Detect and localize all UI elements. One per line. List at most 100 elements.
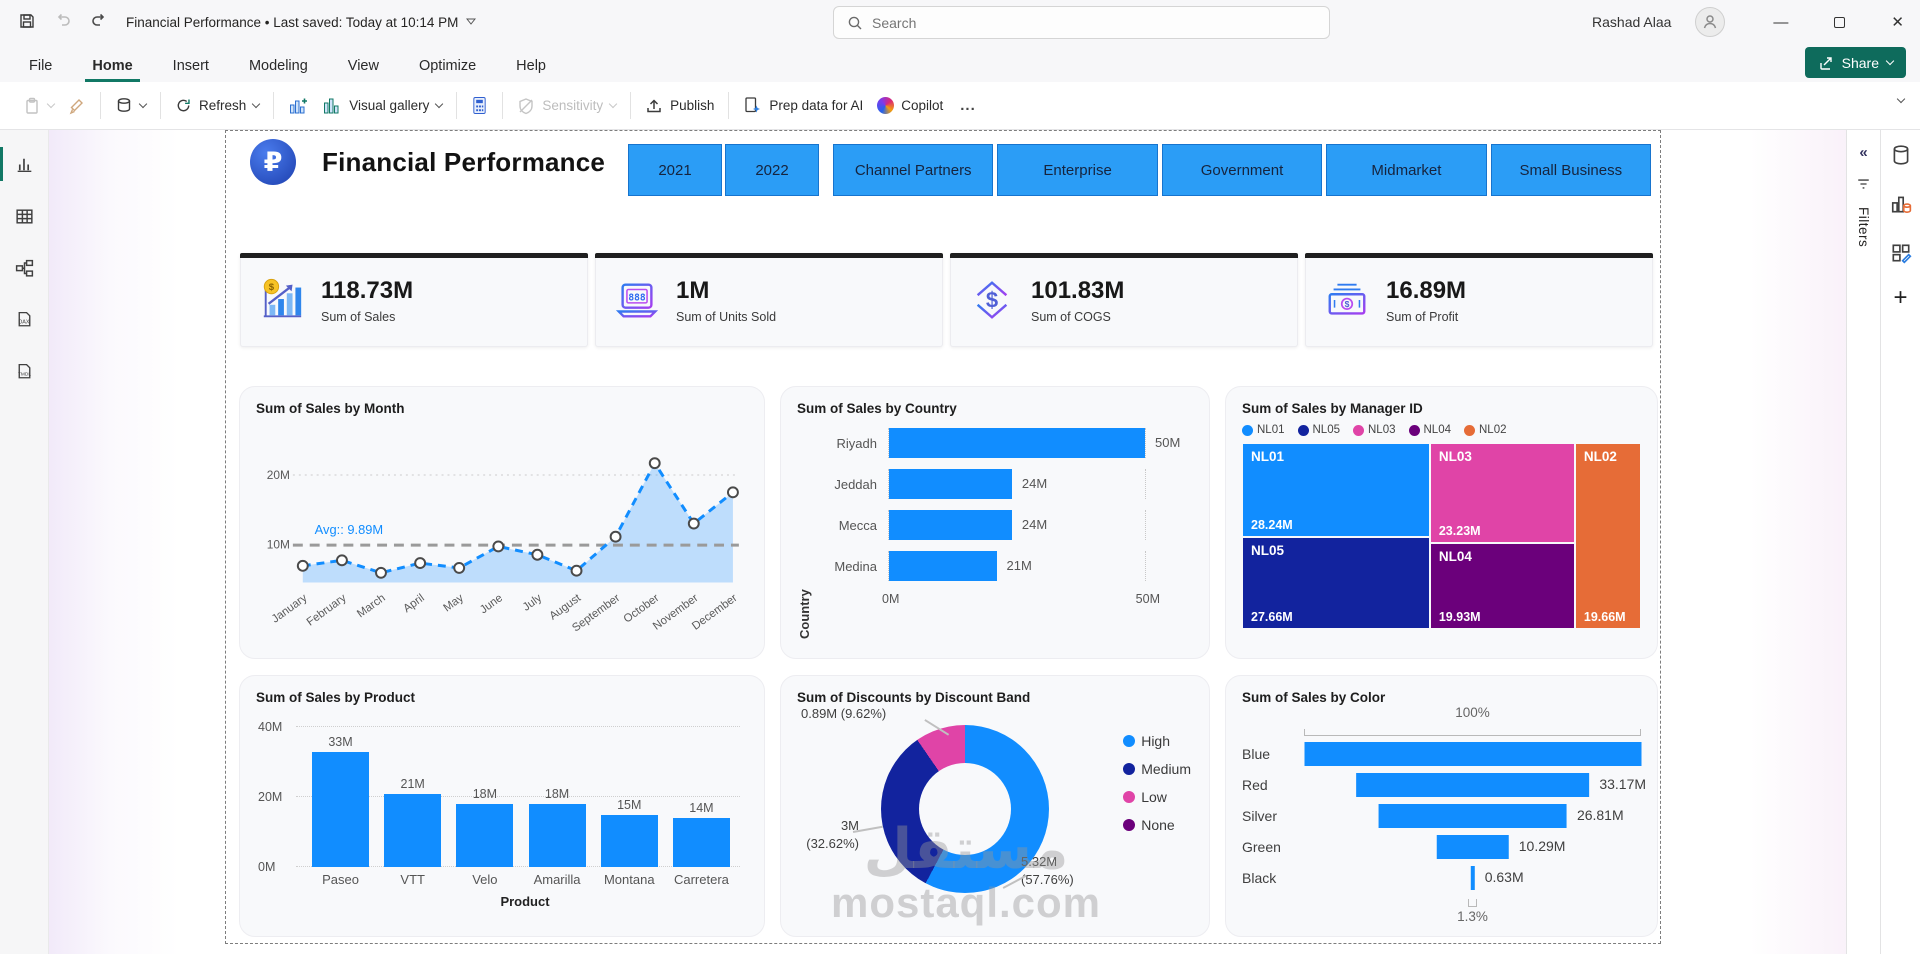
menu-insert[interactable]: Insert [172, 58, 209, 74]
prep-data-ai-button[interactable]: Prep data for AI [736, 90, 870, 121]
legend-item[interactable]: High [1123, 733, 1191, 749]
maximize-button[interactable] [1834, 16, 1846, 28]
data-point[interactable] [648, 457, 661, 470]
data-point[interactable] [296, 559, 309, 572]
bar[interactable] [889, 551, 997, 581]
treemap-tile[interactable]: NL05 27.66M [1242, 536, 1430, 629]
data-point[interactable] [414, 557, 427, 570]
data-point[interactable] [492, 540, 505, 553]
menu-help[interactable]: Help [516, 58, 546, 74]
share-button[interactable]: Share [1804, 47, 1906, 78]
bar[interactable] [600, 814, 658, 867]
format-painter-button[interactable] [61, 91, 93, 121]
sensitivity-button[interactable]: Sensitivity [510, 91, 623, 121]
visual-sales-by-color[interactable]: Sum of Sales by Color 100% Blue Red 33.17M S… [1225, 675, 1658, 937]
visual-sales-by-month[interactable]: Sum of Sales by Month 20M 10M Avg:: 9.89M J… [239, 386, 765, 659]
report-view-icon[interactable] [0, 138, 49, 190]
visual-gallery-button[interactable]: Visual gallery [315, 90, 449, 122]
new-visual-button[interactable] [281, 90, 315, 122]
data-point[interactable] [687, 517, 700, 530]
legend-item[interactable]: Low [1123, 789, 1191, 805]
menu-view[interactable]: View [347, 58, 379, 74]
slicer-channel-partners[interactable]: Channel Partners [833, 144, 994, 196]
kpi-sum-of-profit[interactable]: $ 16.89M Sum of Profit [1305, 253, 1653, 347]
visual-sales-by-country[interactable]: Sum of Sales by Country Country Riyadh 50M… [780, 386, 1210, 659]
visual-discounts-by-band[interactable]: Sum of Discounts by Discount Band 0.89M … [780, 675, 1210, 937]
collapse-ribbon-icon[interactable] [1896, 94, 1906, 104]
model-view-icon[interactable] [0, 242, 49, 294]
report-page[interactable]: ₽ Financial Performance 2021 2022 Channe… [225, 130, 1661, 944]
visual-sales-by-product[interactable]: Sum of Sales by Product 0M 20M 40M 33M 21M 18… [239, 675, 765, 937]
legend-item[interactable]: NL01 [1242, 424, 1285, 436]
bar[interactable] [1355, 773, 1590, 797]
treemap-tile[interactable]: NL04 19.93M [1429, 543, 1575, 629]
treemap-tile[interactable]: NL03 23.23M [1429, 443, 1575, 544]
redo-icon[interactable] [90, 12, 108, 33]
bar[interactable] [528, 804, 586, 867]
legend-item[interactable]: NL03 [1353, 424, 1396, 436]
data-point[interactable] [531, 548, 544, 561]
bar[interactable] [889, 510, 1012, 540]
kpi-sum-of-cogs[interactable]: $ 101.83M Sum of COGS [950, 253, 1298, 347]
get-data-button[interactable] [108, 91, 153, 121]
slicer-government[interactable]: Government [1161, 144, 1323, 196]
slicer-midmarket[interactable]: Midmarket [1326, 144, 1487, 196]
expand-panel-icon[interactable]: « [1859, 144, 1868, 161]
bar[interactable] [672, 818, 730, 867]
save-icon[interactable] [18, 12, 36, 33]
slicer-enterprise[interactable]: Enterprise [997, 144, 1158, 196]
slicer-small-business[interactable]: Small Business [1490, 144, 1652, 196]
add-pane-icon[interactable]: + [1893, 284, 1908, 311]
menu-optimize[interactable]: Optimize [418, 58, 477, 74]
data-point[interactable] [335, 554, 348, 567]
search-box[interactable] [833, 6, 1330, 39]
data-point[interactable] [726, 486, 739, 499]
data-pane-icon[interactable] [1890, 144, 1912, 169]
menu-modeling[interactable]: Modeling [248, 58, 308, 74]
bar[interactable] [384, 793, 442, 867]
avatar[interactable] [1695, 7, 1726, 37]
kpi-sum-of-units-sold[interactable]: 888 1M Sum of Units Sold [595, 253, 943, 347]
kpi-sum-of-sales[interactable]: $ 118.73M Sum of Sales [240, 253, 588, 347]
treemap-tile[interactable]: NL02 19.66M [1574, 443, 1641, 629]
copilot-button[interactable]: Copilot [870, 91, 950, 120]
refresh-button[interactable]: Refresh [168, 91, 266, 120]
bar[interactable] [1470, 866, 1475, 890]
donut[interactable] [881, 725, 1049, 893]
legend-item[interactable]: NL02 [1464, 424, 1507, 436]
minimize-button[interactable]: — [1773, 13, 1789, 31]
legend-item[interactable]: None [1123, 817, 1191, 833]
paste-button[interactable] [16, 91, 61, 121]
search-input[interactable] [872, 14, 1272, 31]
build-visual-pane-icon[interactable] [1890, 193, 1912, 218]
data-point[interactable] [570, 564, 583, 577]
slicer-2021[interactable]: 2021 [628, 144, 722, 196]
data-point[interactable] [375, 566, 387, 579]
legend-item[interactable]: Medium [1123, 761, 1191, 777]
visual-sales-by-manager[interactable]: Sum of Sales by Manager ID NL01 NL05 NL03 N… [1225, 386, 1658, 659]
more-commands-button[interactable]: ... [960, 97, 976, 114]
new-measure-button[interactable] [464, 90, 495, 121]
close-button[interactable]: ✕ [1891, 14, 1904, 31]
bar[interactable] [312, 751, 369, 867]
menu-file[interactable]: File [29, 58, 53, 74]
dax-query-view-icon[interactable]: DAX [0, 294, 49, 346]
format-pane-icon[interactable] [1890, 242, 1912, 267]
data-point[interactable] [609, 530, 622, 543]
undo-icon[interactable] [54, 12, 72, 33]
publish-button[interactable]: Publish [638, 91, 721, 121]
tmdl-view-icon[interactable]: TMDL [0, 346, 49, 398]
document-title[interactable]: Financial Performance • Last saved: Toda… [126, 15, 477, 30]
slicer-2022[interactable]: 2022 [725, 144, 819, 196]
legend-item[interactable]: NL05 [1297, 424, 1340, 436]
bar[interactable] [1378, 804, 1567, 828]
bar[interactable] [889, 469, 1012, 499]
bar[interactable] [889, 428, 1145, 458]
treemap-tile[interactable]: NL01 28.24M [1242, 443, 1430, 537]
bar[interactable] [1436, 835, 1509, 859]
bar[interactable] [456, 804, 514, 867]
table-view-icon[interactable] [0, 190, 49, 242]
menu-home[interactable]: Home [85, 52, 140, 82]
data-point[interactable] [453, 561, 466, 574]
legend-item[interactable]: NL04 [1408, 424, 1451, 436]
